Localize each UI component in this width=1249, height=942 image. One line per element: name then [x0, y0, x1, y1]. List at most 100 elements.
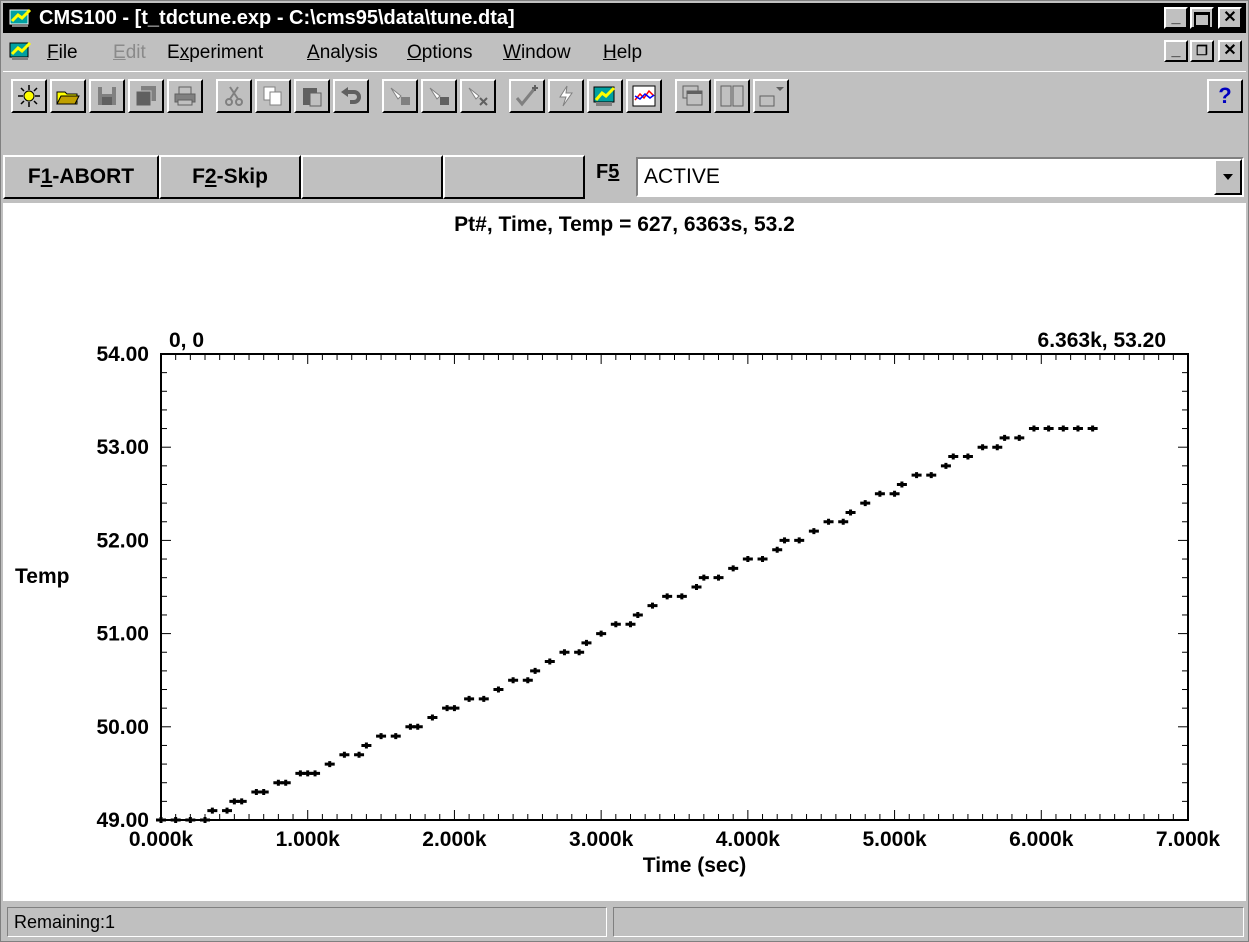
help-icon: ?	[1218, 83, 1232, 108]
data-point	[713, 574, 724, 581]
save-button[interactable]	[89, 79, 125, 113]
arrange-icon	[759, 87, 784, 107]
cascade-button[interactable]	[675, 79, 711, 113]
data-point	[376, 733, 387, 740]
close-button[interactable]: ✕	[1218, 7, 1242, 29]
corner-label-right: 6.363k, 53.20	[1038, 329, 1166, 352]
save-all-icon	[135, 86, 156, 107]
restore-icon: ❐	[1196, 43, 1208, 58]
help-button[interactable]: ?	[1207, 79, 1243, 113]
run-button[interactable]	[382, 79, 418, 113]
f3-button[interactable]	[301, 155, 443, 199]
mdi-close-button[interactable]: ✕	[1218, 40, 1242, 62]
data-point	[896, 481, 907, 488]
data-point	[559, 649, 570, 656]
f2-skip-button[interactable]: F2-Skip	[159, 155, 301, 199]
x-tick-label: 6.000k	[1009, 828, 1074, 851]
menu-file[interactable]: File	[47, 42, 78, 63]
x-tick-label: 3.000k	[569, 828, 634, 851]
f1-abort-button[interactable]: F1-ABORT	[3, 155, 159, 199]
data-point	[625, 621, 636, 628]
data-point	[948, 453, 959, 460]
title-bar[interactable]: CMS100 - [t_tdctune.exp - C:\cms95\data\…	[3, 3, 1246, 33]
data-point	[530, 667, 541, 674]
data-point	[1014, 434, 1025, 441]
data-point	[522, 677, 533, 684]
data-point	[691, 584, 702, 590]
data-point	[222, 807, 233, 814]
data-point	[156, 817, 166, 823]
data-point	[1087, 425, 1098, 432]
menu-bar: File Edit Experiment Analysis Options Wi…	[3, 34, 1246, 70]
data-point	[339, 751, 350, 758]
arrange-button[interactable]	[753, 79, 789, 113]
y-tick-label: 49.00	[96, 809, 149, 832]
data-point	[354, 751, 365, 758]
status-dropdown[interactable]: ACTIVE	[636, 157, 1244, 197]
check-button[interactable]	[509, 79, 545, 113]
new-icon	[18, 85, 40, 107]
cascade-icon	[682, 85, 703, 106]
data-point	[581, 639, 592, 646]
menu-help[interactable]: Help	[603, 42, 643, 63]
data-point	[889, 490, 900, 497]
data-point	[911, 472, 922, 479]
data-point	[1058, 425, 1069, 432]
data-point	[508, 677, 519, 684]
x-axis-label: Time (sec)	[643, 854, 747, 877]
menu-options[interactable]: Options	[407, 42, 473, 63]
tile-icon	[720, 85, 744, 107]
new-button[interactable]	[11, 79, 47, 113]
menu-experiment[interactable]: Experiment	[167, 42, 264, 63]
menu-analysis[interactable]: Analysis	[307, 42, 378, 63]
script-icon	[593, 86, 616, 106]
run-stop-button[interactable]	[460, 79, 496, 113]
menu-edit[interactable]: Edit	[113, 42, 146, 63]
data-point	[258, 789, 269, 796]
run-icon	[390, 87, 410, 105]
open-button[interactable]	[50, 79, 86, 113]
print-button[interactable]	[167, 79, 203, 113]
document-icon[interactable]	[9, 40, 33, 62]
mdi-minimize-button[interactable]: _	[1164, 40, 1188, 62]
data-point	[544, 658, 555, 665]
cut-button[interactable]	[216, 79, 252, 113]
menu-window[interactable]: Window	[503, 42, 571, 63]
chart-button[interactable]	[626, 79, 662, 113]
x-tick-label: 7.000k	[1156, 828, 1221, 851]
undo-button[interactable]	[333, 79, 369, 113]
data-point	[427, 714, 438, 721]
corner-label-left: 0, 0	[169, 329, 204, 352]
temperature-chart[interactable]: 49.00 50.00 51.00 52.00 53.00 54.00 0.000k 1.00…	[3, 203, 1246, 901]
run-step-button[interactable]	[421, 79, 457, 113]
maximize-button[interactable]	[1190, 7, 1214, 29]
save-all-button[interactable]	[128, 79, 164, 113]
mdi-restore-button[interactable]: ❐	[1190, 40, 1214, 62]
f4-button[interactable]	[443, 155, 585, 199]
script-button[interactable]	[587, 79, 623, 113]
paste-button[interactable]	[294, 79, 330, 113]
plot-area: Pt#, Time, Temp = 627, 6363s, 53.2 49.00…	[3, 203, 1246, 901]
data-point	[977, 444, 988, 451]
app-icon[interactable]	[9, 7, 33, 29]
data-point	[794, 537, 805, 544]
tile-button[interactable]	[714, 79, 750, 113]
y-tick-label: 51.00	[96, 623, 149, 646]
copy-button[interactable]	[255, 79, 291, 113]
lightning-button[interactable]	[548, 79, 584, 113]
print-icon	[174, 86, 196, 106]
data-point	[926, 472, 937, 479]
x-tick-label: 0.000k	[129, 828, 194, 851]
data-point	[808, 528, 819, 535]
data-point	[310, 770, 321, 777]
cut-icon	[225, 86, 243, 106]
function-key-bar: F1-ABORT F2-Skip F5 ACTIVE	[3, 155, 1246, 201]
maximize-icon	[1194, 12, 1210, 27]
data-point	[838, 518, 849, 525]
minimize-icon: _	[1171, 42, 1181, 59]
dropdown-button[interactable]	[1214, 159, 1242, 195]
lightning-icon	[559, 85, 573, 107]
data-point	[412, 723, 423, 730]
minimize-button[interactable]: _	[1164, 7, 1188, 29]
